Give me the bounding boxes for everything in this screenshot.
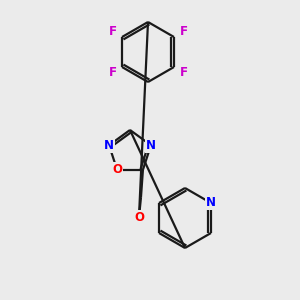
Text: O: O xyxy=(134,211,144,224)
Text: F: F xyxy=(109,66,116,79)
Text: N: N xyxy=(206,196,216,209)
Text: F: F xyxy=(179,25,188,38)
Text: F: F xyxy=(109,25,116,38)
Text: O: O xyxy=(112,163,122,176)
Text: N: N xyxy=(104,139,114,152)
Text: F: F xyxy=(179,66,188,79)
Text: N: N xyxy=(146,139,156,152)
